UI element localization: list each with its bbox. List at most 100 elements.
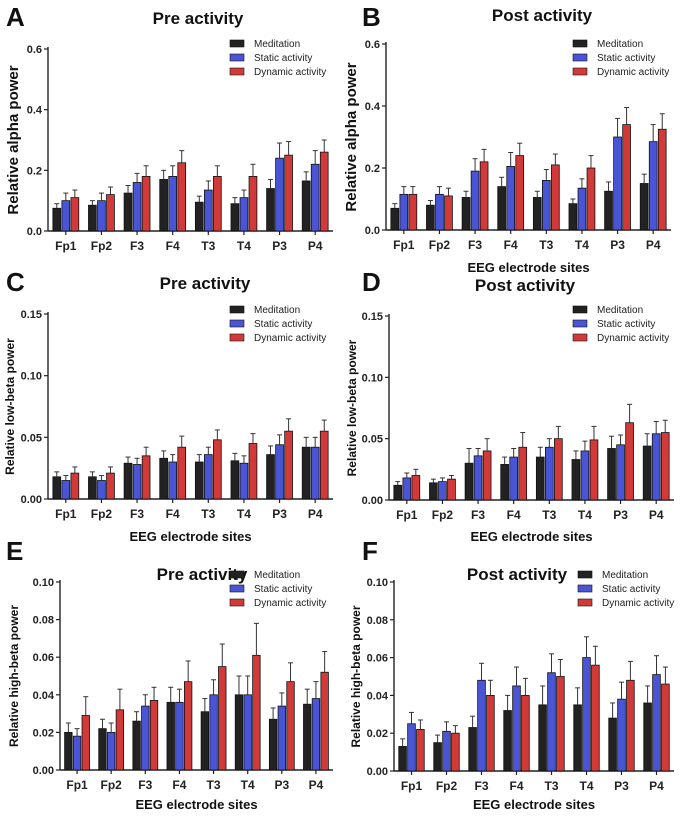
legend-swatch <box>572 53 588 62</box>
bar-dynamic-activity <box>515 155 525 231</box>
legend-swatch <box>572 67 588 76</box>
bar-static-activity <box>239 197 249 232</box>
bar-static-activity <box>310 446 320 500</box>
legend-label: Static activity <box>254 319 312 330</box>
bar-static-activity <box>438 481 447 501</box>
bar-static-activity <box>435 193 444 231</box>
legend-swatch <box>229 305 245 314</box>
bar-static-activity <box>107 732 116 771</box>
bar-static-activity <box>175 701 184 771</box>
bar-dynamic-activity <box>447 478 456 501</box>
bar-meditation <box>301 446 311 500</box>
bar-static-activity <box>399 193 409 231</box>
x-tick-label: Fp1 <box>66 778 88 792</box>
legend-swatch <box>572 305 588 314</box>
bar-meditation <box>642 445 652 501</box>
x-tick-label: Fp1 <box>55 239 77 253</box>
y-tick-label: 0.10 <box>33 577 54 589</box>
x-axis-label: EEG electrode sites <box>473 797 595 812</box>
bar-meditation <box>398 746 407 772</box>
bar-meditation <box>433 742 442 772</box>
bar-meditation <box>230 460 240 500</box>
bar-dynamic-activity <box>141 175 151 232</box>
bar-static-activity <box>168 175 178 232</box>
chart-panel-e: E Pre activity Relative high-beta power EEG… <box>6 536 333 812</box>
bar-dynamic-activity <box>284 154 293 232</box>
x-tick-label: T3 <box>207 778 221 792</box>
bar-static-activity <box>512 685 521 772</box>
x-tick-label: F3 <box>130 507 144 521</box>
y-tick-label: 0.15 <box>362 311 383 323</box>
bar-static-activity <box>580 450 590 501</box>
bar-dynamic-activity <box>657 128 667 231</box>
bar-meditation <box>123 462 133 500</box>
x-tick-label: P4 <box>309 778 324 792</box>
x-tick-label: T4 <box>237 507 251 521</box>
y-tick-label: 0.2 <box>27 165 42 177</box>
bar-meditation <box>234 694 244 771</box>
bar-dynamic-activity <box>177 446 187 500</box>
bar-static-activity <box>141 705 150 771</box>
bar-dynamic-activity <box>248 443 258 500</box>
legend-swatch <box>229 598 245 607</box>
bar-static-activity <box>407 723 416 772</box>
x-tick-label: P3 <box>613 508 628 522</box>
legend-swatch <box>229 39 245 48</box>
x-tick-label: T3 <box>544 779 558 793</box>
bar-dynamic-activity <box>622 124 631 231</box>
bar-dynamic-activity <box>319 430 329 500</box>
bar-dynamic-activity <box>626 679 635 772</box>
legend-label: Static activity <box>254 53 312 64</box>
bar-static-activity <box>470 170 480 231</box>
bar-static-activity <box>310 163 320 232</box>
legend-swatch <box>577 598 593 607</box>
y-tick-label: 0.00 <box>362 495 383 507</box>
legend-label: Static activity <box>597 319 655 330</box>
bar-dynamic-activity <box>319 151 329 232</box>
bar-meditation <box>268 718 278 771</box>
x-tick-label: P4 <box>308 239 323 253</box>
bar-static-activity <box>506 166 516 231</box>
x-tick-label: F3 <box>468 238 482 252</box>
bar-dynamic-activity <box>106 472 115 500</box>
legend-swatch <box>577 584 593 593</box>
bar-static-activity <box>72 735 82 771</box>
y-tick-label: 0.00 <box>367 766 388 778</box>
bar-static-activity <box>61 480 71 500</box>
y-tick-label: 0.05 <box>21 432 42 444</box>
bar-dynamic-activity <box>286 681 295 771</box>
bar-static-activity <box>209 694 218 771</box>
y-axis-label: Relative alpha power <box>5 65 22 214</box>
bar-meditation <box>194 201 204 232</box>
x-tick-label: P3 <box>272 507 287 521</box>
legend-label: Meditation <box>254 39 300 50</box>
bar-static-activity <box>648 141 658 231</box>
bar-dynamic-activity <box>213 175 222 232</box>
bar-dynamic-activity <box>551 164 560 231</box>
y-tick-label: 0.00 <box>33 765 54 777</box>
x-tick-label: Fp2 <box>429 238 451 252</box>
bar-static-activity <box>311 698 321 771</box>
bar-meditation <box>639 183 649 231</box>
legend-label: Meditation <box>597 39 643 50</box>
legend-label: Dynamic activity <box>597 333 669 344</box>
x-tick-label: F3 <box>138 778 152 792</box>
legend: Meditation Static activity Dynamic activit… <box>229 570 326 609</box>
bar-static-activity <box>547 672 556 772</box>
panel-letter: F <box>362 536 378 566</box>
bar-dynamic-activity <box>660 432 670 501</box>
y-tick-label: 0.0 <box>27 226 42 238</box>
y-axis-label: Relative high-beta power <box>7 605 21 747</box>
x-tick-label: F3 <box>471 508 485 522</box>
legend-swatch <box>229 53 245 62</box>
bar-static-activity <box>509 456 519 501</box>
y-axis-label: Relative high-beta power <box>349 605 363 747</box>
legend-label: Dynamic activity <box>602 598 674 609</box>
y-axis-label: Relative low-beta power <box>345 339 359 476</box>
bar-meditation <box>390 207 400 231</box>
x-tick-label: F3 <box>130 239 144 253</box>
x-tick-label: P3 <box>274 778 289 792</box>
bar-dynamic-activity <box>70 197 80 232</box>
y-tick-label: 0.05 <box>362 434 383 446</box>
